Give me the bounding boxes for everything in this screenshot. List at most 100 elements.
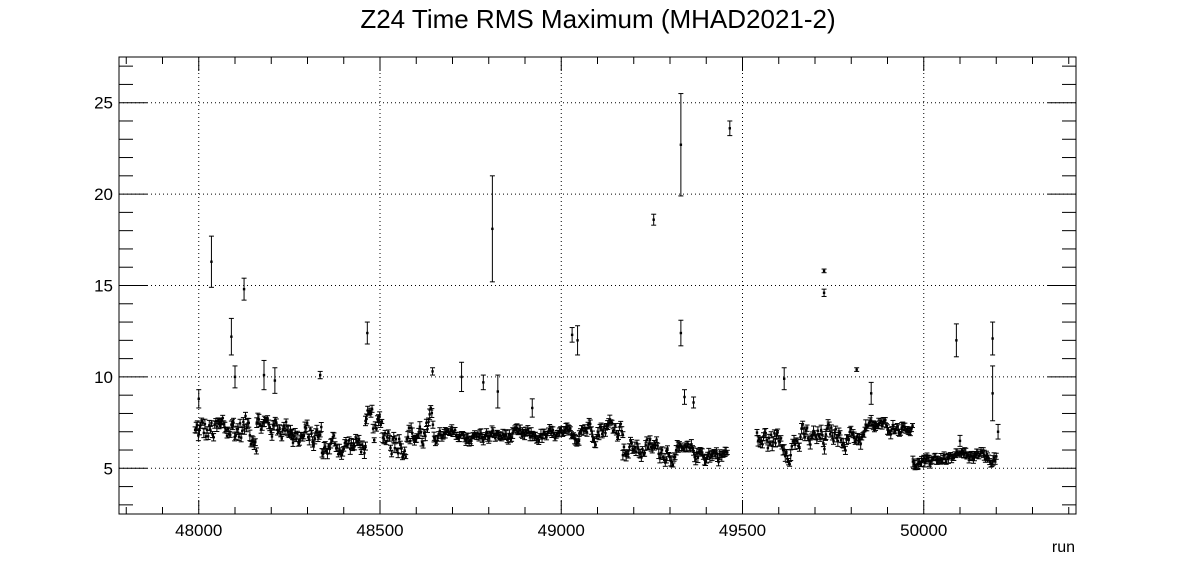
data-point [253,447,259,455]
data-point [691,396,697,409]
data-point [778,435,784,442]
data-point [311,439,317,451]
data-point [763,428,769,439]
data-point [659,446,665,454]
x-tick-label: 48000 [175,521,222,540]
data-point [807,439,813,450]
data-point [830,437,836,445]
x-tick-label: 50000 [900,521,947,540]
outlier-point [241,277,247,301]
data-point [772,438,778,448]
data-point [373,426,379,432]
data-point [277,424,283,432]
data-point [417,421,423,433]
x-tick-label: 49000 [538,521,585,540]
data-point [620,431,626,439]
axis-layer: 48000 48500 49000 49500 50000 5 10 15 20 25 [94,57,1076,540]
data-point [318,421,324,433]
data-point [781,367,787,391]
data-point [406,424,412,431]
data-point [238,432,244,443]
data-point [402,446,408,455]
data-point [910,423,916,429]
data-point [480,374,486,391]
data-point [588,426,594,435]
data-point [379,418,385,425]
data-point [388,444,394,451]
data-point [246,417,252,428]
data-point [294,430,300,436]
data-point [804,424,810,432]
data-point [819,431,825,439]
data-point [567,426,573,432]
data-point [821,443,827,455]
data-point [317,370,323,380]
chart-title: Z24 Time RMS Maximum (MHAD2021-2) [360,4,835,34]
data-point [211,433,217,442]
data-point [430,420,436,429]
data-point [434,439,440,445]
data-point [889,426,895,433]
x-axis-title: run [1052,539,1075,556]
data-point [949,454,955,464]
data-point [798,433,803,441]
data-point [529,398,535,418]
data-point [654,436,660,444]
data-point [331,432,337,439]
outlier-point [990,365,996,422]
data-point [837,430,843,436]
outlier-point [990,321,996,356]
data-point [800,420,806,429]
data-point [269,432,275,441]
data-point [724,449,730,456]
data-point [371,437,377,444]
data-point [265,415,271,424]
outlier-point [995,423,1001,440]
data-point [575,325,581,356]
outlier-point [821,268,827,274]
data-point [796,442,802,452]
data-point [957,434,963,447]
data-point [279,435,285,442]
y-tick-label: 5 [104,459,113,478]
data-point [495,374,501,409]
data-point [241,424,247,435]
data-point [922,455,928,468]
y-tick-label: 15 [94,277,113,296]
data-point [252,438,258,447]
data-point [854,367,860,372]
outlier-point [651,213,657,226]
data-point [303,424,309,432]
data-point [231,417,237,428]
data-point [602,429,608,437]
data-point [357,441,363,449]
data-point [754,428,760,437]
data-point [629,439,635,446]
data-point [621,443,627,451]
data-point [638,452,644,462]
outlier-point [953,323,959,358]
data-point [682,389,687,405]
data-point [842,445,848,455]
data-point [361,447,367,460]
data-point [395,448,401,459]
data-point [861,431,867,438]
data-layer [192,93,1001,471]
outlier-point [364,321,370,345]
data-point [317,432,323,438]
data-point [369,404,375,413]
data-point [403,454,409,460]
data-point [593,441,599,449]
outlier-point [208,235,214,288]
data-point [833,425,839,433]
data-point [452,426,458,433]
data-point [548,425,554,436]
grid-layer [119,57,1076,514]
outlier-point [228,317,234,356]
data-point [429,408,435,418]
data-point [261,359,267,391]
data-point [612,423,618,428]
data-point [970,452,976,464]
data-point [229,419,235,431]
data-point [358,449,364,455]
